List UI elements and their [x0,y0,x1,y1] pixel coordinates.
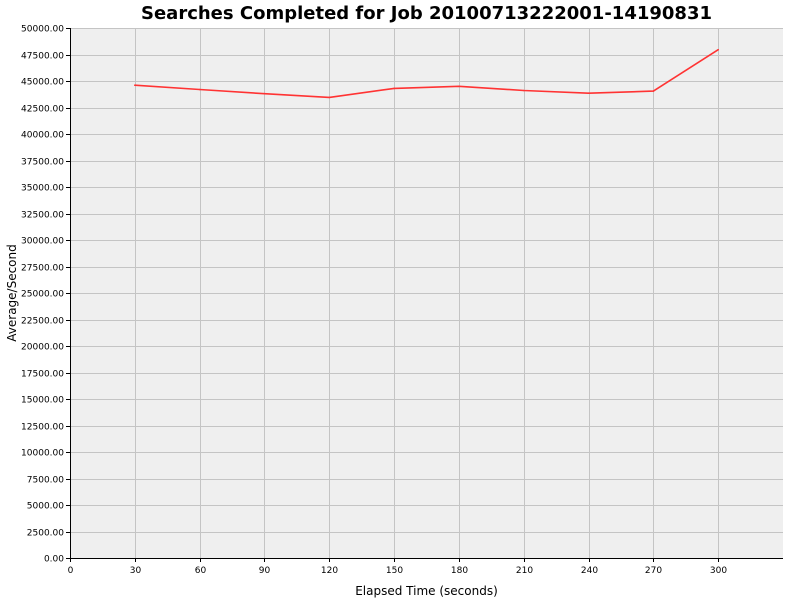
x-tick-label: 60 [195,566,207,576]
y-tick-label: 30000.00 [21,237,64,247]
y-tick-label: 15000.00 [21,396,64,406]
data-point [263,92,266,95]
data-point [198,88,201,91]
x-tick-label: 240 [581,566,598,576]
data-point [652,90,655,92]
y-axis-label: Average/Second [5,244,19,341]
data-point [522,89,525,92]
data-point [458,85,460,88]
series-line [134,49,719,99]
y-tick-label: 32500.00 [21,211,64,221]
x-tick-label: 270 [645,566,662,576]
x-tick-label: 0 [68,566,74,576]
x-tick-label: 180 [451,566,468,576]
y-tick-label: 37500.00 [21,158,64,168]
y-tick-label: 50000.00 [21,25,64,35]
y-tick-label: 10000.00 [21,449,64,459]
data-point [587,92,590,94]
data-point [328,96,331,99]
y-tick-label: 42500.00 [21,105,64,115]
y-tick-label: 12500.00 [21,423,64,433]
y-tick-label: 25000.00 [21,290,64,300]
x-tick-label: 120 [321,566,338,576]
y-tick-label: 2500.00 [27,529,64,539]
y-tick-label: 47500.00 [21,52,64,62]
y-tick-label: 40000.00 [21,131,64,141]
y-tick-label: 17500.00 [21,370,64,380]
x-tick-label: 30 [130,566,142,576]
x-axis-label: Elapsed Time (seconds) [355,584,498,598]
x-tick-label: 90 [259,566,271,576]
data-point [134,84,136,86]
y-tick-label: 35000.00 [21,184,64,194]
x-tick-label: 300 [710,566,727,576]
y-tick-label: 20000.00 [21,343,64,353]
x-tick-label: 150 [386,566,403,576]
y-tick-label: 0.00 [44,555,64,565]
y-tick-label: 7500.00 [27,476,64,486]
y-tick-label: 5000.00 [27,502,64,512]
data-point [717,48,719,51]
chart-title: Searches Completed for Job 2010071322200… [141,3,712,24]
y-tick-label: 27500.00 [21,264,64,274]
y-tick-label: 45000.00 [21,78,64,88]
y-tick-label: 22500.00 [21,317,64,327]
data-point [393,87,395,90]
x-tick-label: 210 [516,566,533,576]
